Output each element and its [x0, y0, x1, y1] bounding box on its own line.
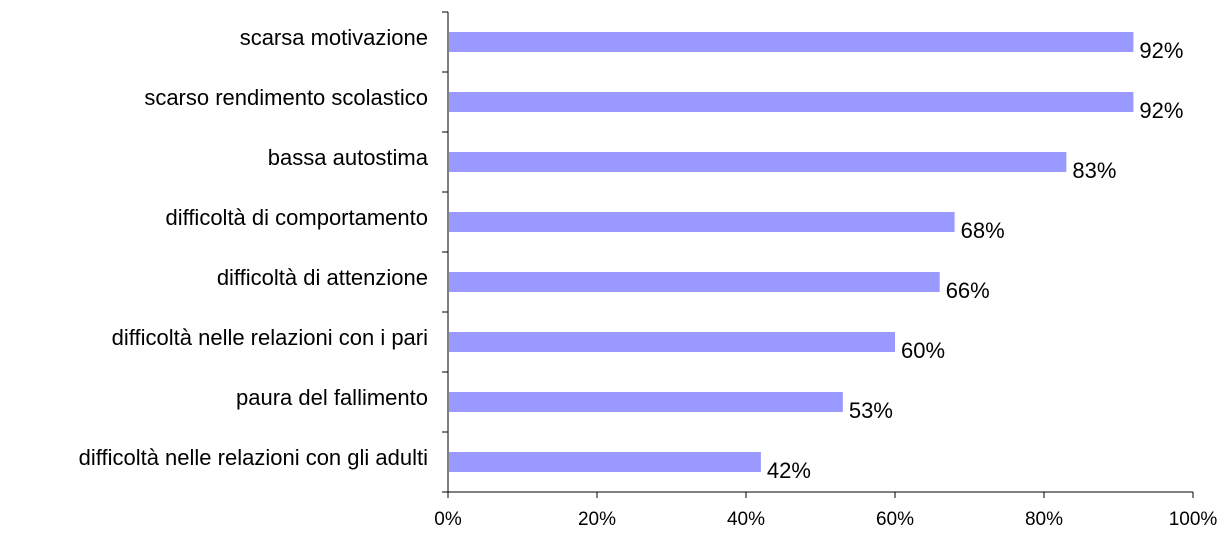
- x-tick-label: 60%: [876, 509, 914, 530]
- value-label: 92%: [1139, 98, 1183, 123]
- value-label: 83%: [1072, 158, 1116, 183]
- category-label: scarsa motivazione: [240, 25, 428, 50]
- bar: [449, 332, 895, 352]
- axes: [442, 11, 1194, 498]
- x-tick-label: 20%: [578, 509, 616, 530]
- category-label: scarso rendimento scolastico: [144, 85, 428, 110]
- category-label: difficoltà di attenzione: [217, 265, 428, 290]
- value-label: 60%: [901, 338, 945, 363]
- category-label: difficoltà nelle relazioni con gli adult…: [79, 445, 428, 470]
- bar: [449, 392, 843, 412]
- value-label: 92%: [1139, 38, 1183, 63]
- bar: [449, 452, 761, 472]
- value-label: 53%: [849, 398, 893, 423]
- value-label: 66%: [946, 278, 990, 303]
- x-tick-labels: 0% 20% 40% 60% 80% 100%: [434, 509, 1217, 530]
- bar: [449, 212, 955, 232]
- category-labels: scarsa motivazione scarso rendimento scol…: [79, 25, 429, 470]
- x-tick-label: 80%: [1025, 509, 1063, 530]
- category-label: difficoltà di comportamento: [165, 205, 428, 230]
- bar: [449, 272, 940, 292]
- bar: [449, 32, 1134, 52]
- value-label: 42%: [767, 458, 811, 483]
- bars: [449, 32, 1134, 472]
- value-labels: 92% 92% 83% 68% 66% 60% 53% 42%: [767, 38, 1184, 483]
- x-tick-label: 40%: [727, 509, 765, 530]
- x-tick-label: 0%: [434, 509, 462, 530]
- category-label: bassa autostima: [268, 145, 429, 170]
- value-label: 68%: [961, 218, 1005, 243]
- category-label: paura del fallimento: [236, 385, 428, 410]
- bar: [449, 152, 1067, 172]
- bar: [449, 92, 1134, 112]
- x-tick-label: 100%: [1169, 509, 1218, 530]
- category-label: difficoltà nelle relazioni con i pari: [112, 325, 428, 350]
